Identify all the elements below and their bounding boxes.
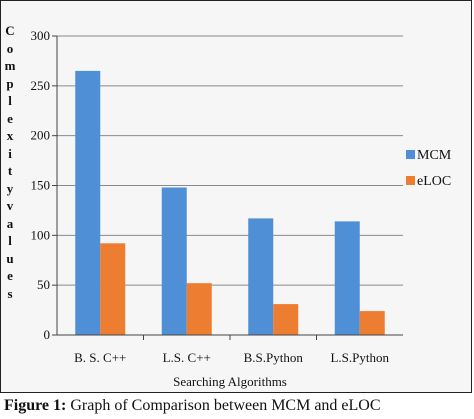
y-axis-title-char: t [7, 163, 13, 178]
y-axis-title-char: C [5, 23, 15, 38]
legend: MCM eLOC [406, 148, 452, 189]
x-tick-label: B. S. C++ [74, 350, 126, 365]
y-tick-label: 300 [31, 28, 51, 43]
y-tick-label: 0 [44, 327, 51, 342]
x-tick-label: B.S.Python [244, 350, 304, 365]
y-tick-label: 50 [37, 277, 50, 292]
y-axis-title-char: p [6, 75, 14, 91]
legend-swatch-eloc [406, 176, 415, 185]
y-axis-title-char: l [8, 233, 12, 248]
bar-mcm [248, 218, 274, 335]
y-tick-label: 100 [31, 227, 51, 242]
y-axis-title-char: y [6, 180, 14, 196]
bar-chart: 0 50 100 150 200 250 300 B. S. C++ L.S. C++ B.S.… [31, 28, 452, 389]
legend-swatch-mcm [406, 150, 415, 159]
bar-eloc [186, 283, 212, 335]
y-axis-title-char: i [8, 145, 12, 161]
caption-label: Figure 1: [4, 397, 67, 414]
y-axis-title-char: o [6, 40, 14, 56]
figure-caption: Figure 1: Graph of Comparison between MC… [4, 397, 470, 415]
x-tick-label: L.S. C++ [163, 350, 211, 365]
bar-eloc [359, 311, 385, 335]
bar-eloc [100, 243, 126, 335]
y-axis-title-char: e [7, 268, 13, 283]
bar-eloc [273, 304, 299, 335]
y-axis-title-char: e [7, 110, 13, 126]
y-tick-label: 250 [31, 78, 51, 93]
y-axis-title-char: u [6, 250, 14, 266]
y-axis-title-char: l [8, 93, 12, 108]
x-tick-labels: B. S. C++ L.S. C++ B.S.Python L.S.Python [74, 350, 389, 365]
legend-label-mcm: MCM [417, 148, 452, 163]
y-axis-title-char: m [4, 58, 16, 73]
y-axis-title-char: s [7, 285, 13, 301]
y-tick-label: 150 [31, 178, 51, 193]
y-axis-title-char: v [6, 198, 14, 213]
y-axis-title-char: a [6, 215, 14, 231]
caption-text: Graph of Comparison between MCM and eLOC [66, 397, 381, 414]
bar-mcm [75, 70, 101, 335]
bar-mcm [334, 221, 360, 335]
x-axis-title: Searching Algorithms [173, 374, 287, 389]
y-tick-label: 200 [31, 128, 51, 143]
axes [56, 36, 403, 340]
y-axis-title-char: x [6, 128, 14, 143]
legend-label-eloc: eLOC [417, 174, 451, 189]
x-tick-label: L.S.Python [330, 350, 389, 365]
y-tick-labels: 0 50 100 150 200 250 300 [31, 28, 51, 342]
bars [75, 70, 385, 335]
bar-mcm [161, 187, 187, 335]
